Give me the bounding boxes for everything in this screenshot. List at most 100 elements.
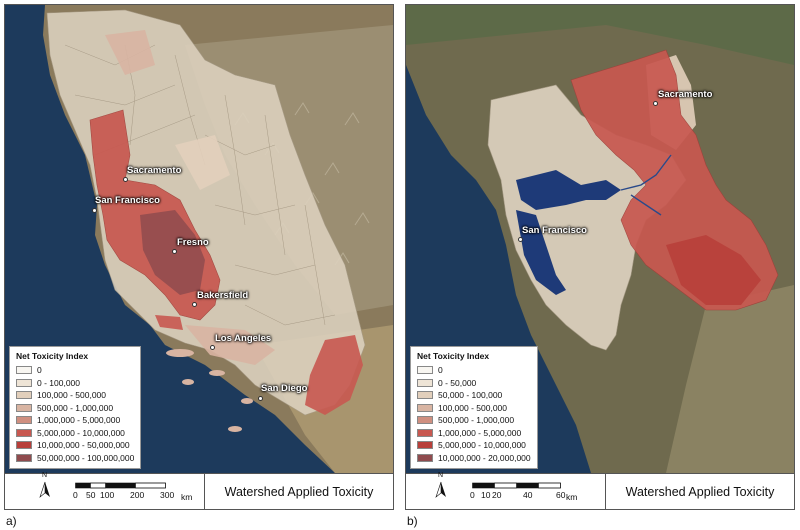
legend-entry: 500,000 - 1,000,000 xyxy=(417,414,531,427)
island xyxy=(182,379,194,385)
legend-entry: 0 - 50,000 xyxy=(417,377,531,390)
city-dot-sacramento xyxy=(123,177,128,182)
legend-label: 100,000 - 500,000 xyxy=(438,402,508,413)
scale-tick: 200 xyxy=(130,490,145,500)
legend-label: 500,000 - 1,000,000 xyxy=(37,402,114,413)
island xyxy=(166,349,194,357)
island xyxy=(209,370,225,376)
city-dot-bakersfield xyxy=(192,302,197,307)
city-dot-san-francisco xyxy=(92,208,97,213)
legend-entry: 50,000 - 100,000 xyxy=(417,389,531,402)
scale-tick: 40 xyxy=(523,490,533,500)
north-arrow-icon xyxy=(435,481,446,498)
central-valley-red xyxy=(570,49,779,311)
legend-entry: 5,000,000 - 10,000,000 xyxy=(16,427,134,440)
legend-swatch xyxy=(16,391,32,400)
scale-unit: km xyxy=(181,492,193,502)
legend-label: 1,000,000 - 5,000,000 xyxy=(438,427,522,438)
legend-entry: 500,000 - 1,000,000 xyxy=(16,402,134,415)
zone xyxy=(666,235,761,305)
legend-swatch xyxy=(16,416,32,425)
legend-entry: 1,000,000 - 5,000,000 xyxy=(16,414,134,427)
north-arrow-icon xyxy=(39,481,50,498)
scale-bar-icon xyxy=(472,482,561,489)
scale-tick: 20 xyxy=(492,490,502,500)
legend-swatch xyxy=(16,441,32,450)
city-label-san-francisco: San Francisco xyxy=(95,195,160,206)
map-b[interactable]: Sacramento San Francisco Net Toxicity In… xyxy=(406,5,794,473)
city-dot-sacramento xyxy=(653,101,658,106)
legend-title: Net Toxicity Index xyxy=(417,351,490,361)
delta-rivers xyxy=(620,154,672,216)
scale-tick: 50 xyxy=(86,490,96,500)
legend-entry: 10,000,000 - 50,000,000 xyxy=(16,439,134,452)
city-dot-los-angeles xyxy=(210,345,215,350)
legend-swatch xyxy=(417,366,433,375)
panel-a: Sacramento San Francisco Fresno Bakersfi… xyxy=(4,4,394,510)
scale-tick: 300 xyxy=(160,490,175,500)
legend-title: Net Toxicity Index xyxy=(16,351,89,361)
study-area xyxy=(46,9,366,416)
city-label-sacramento: Sacramento xyxy=(658,89,713,100)
legend-label: 1,000,000 - 5,000,000 xyxy=(37,415,121,426)
san-francisco-bay xyxy=(516,210,566,295)
legend-label: 50,000,000 - 100,000,000 xyxy=(37,452,135,463)
scale-tick: 0 xyxy=(470,490,475,500)
legend-entry: 5,000,000 - 10,000,000 xyxy=(417,439,531,452)
island xyxy=(241,398,253,404)
imperial-valley xyxy=(305,335,363,415)
terrain xyxy=(406,5,794,65)
legend-entry: 1,000,000 - 5,000,000 xyxy=(417,427,531,440)
legend-swatch xyxy=(16,428,32,437)
scale-tick: 0 xyxy=(73,490,78,500)
city-dot-fresno xyxy=(172,249,177,254)
legend-label: 50,000 - 100,000 xyxy=(438,390,503,401)
island xyxy=(228,426,242,432)
city-label-fresno: Fresno xyxy=(177,237,209,248)
legend-swatch xyxy=(417,416,433,425)
legend-swatch xyxy=(417,441,433,450)
city-label-los-angeles: Los Angeles xyxy=(215,333,272,344)
legend-label: 0 xyxy=(37,365,42,376)
footer-a: N 0 50 100 200 300 km Watershed Applied … xyxy=(5,472,393,509)
legend-swatch xyxy=(417,428,433,437)
legend-swatch xyxy=(16,378,32,387)
legend-label: 0 xyxy=(438,365,443,376)
legend-swatch xyxy=(417,403,433,412)
scale-cell-b: N 0 10 20 40 60 km xyxy=(406,472,606,509)
scale-unit: km xyxy=(566,492,578,502)
map-title-b: Watershed Applied Toxicity xyxy=(625,484,775,499)
san-pablo-bay xyxy=(516,170,621,210)
legend-swatch xyxy=(16,366,32,375)
city-label-san-diego: San Diego xyxy=(261,383,308,394)
zone xyxy=(175,135,230,190)
legend-label: 10,000,000 - 20,000,000 xyxy=(438,452,531,463)
legend-label: 5,000,000 - 10,000,000 xyxy=(438,440,526,451)
scale-tick: 100 xyxy=(100,490,115,500)
city-label-bakersfield: Bakersfield xyxy=(197,290,249,301)
legend-swatch xyxy=(16,453,32,462)
footer-b: N 0 10 20 40 60 km Watershed Applied Tox… xyxy=(406,472,794,509)
scale-cell-a: N 0 50 100 200 300 km xyxy=(5,472,205,509)
legend-entry: 0 xyxy=(16,364,134,377)
legend-a: Net Toxicity Index 0 0 - 100,000 100,000… xyxy=(9,346,142,469)
panel-b: Sacramento San Francisco Net Toxicity In… xyxy=(405,4,795,510)
map-a[interactable]: Sacramento San Francisco Fresno Bakersfi… xyxy=(5,5,393,473)
legend-entry: 0 xyxy=(417,364,531,377)
north-label: N xyxy=(42,472,48,479)
scale-bar-icon xyxy=(75,482,166,489)
legend-b: Net Toxicity Index 0 0 - 50,000 50,000 -… xyxy=(410,346,538,469)
zone xyxy=(185,325,275,365)
legend-swatch xyxy=(417,453,433,462)
north-label: N xyxy=(438,472,444,479)
panel-label-a: a) xyxy=(6,514,17,528)
zone xyxy=(155,315,183,330)
legend-label: 100,000 - 500,000 xyxy=(37,390,107,401)
city-label-sacramento: Sacramento xyxy=(127,165,182,176)
legend-entry: 10,000,000 - 20,000,000 xyxy=(417,452,531,465)
legend-entry: 0 - 100,000 xyxy=(16,377,134,390)
panel-label-b: b) xyxy=(407,514,418,528)
city-dot-san-diego xyxy=(258,396,263,401)
legend-entry: 100,000 - 500,000 xyxy=(16,389,134,402)
zone xyxy=(105,30,155,75)
